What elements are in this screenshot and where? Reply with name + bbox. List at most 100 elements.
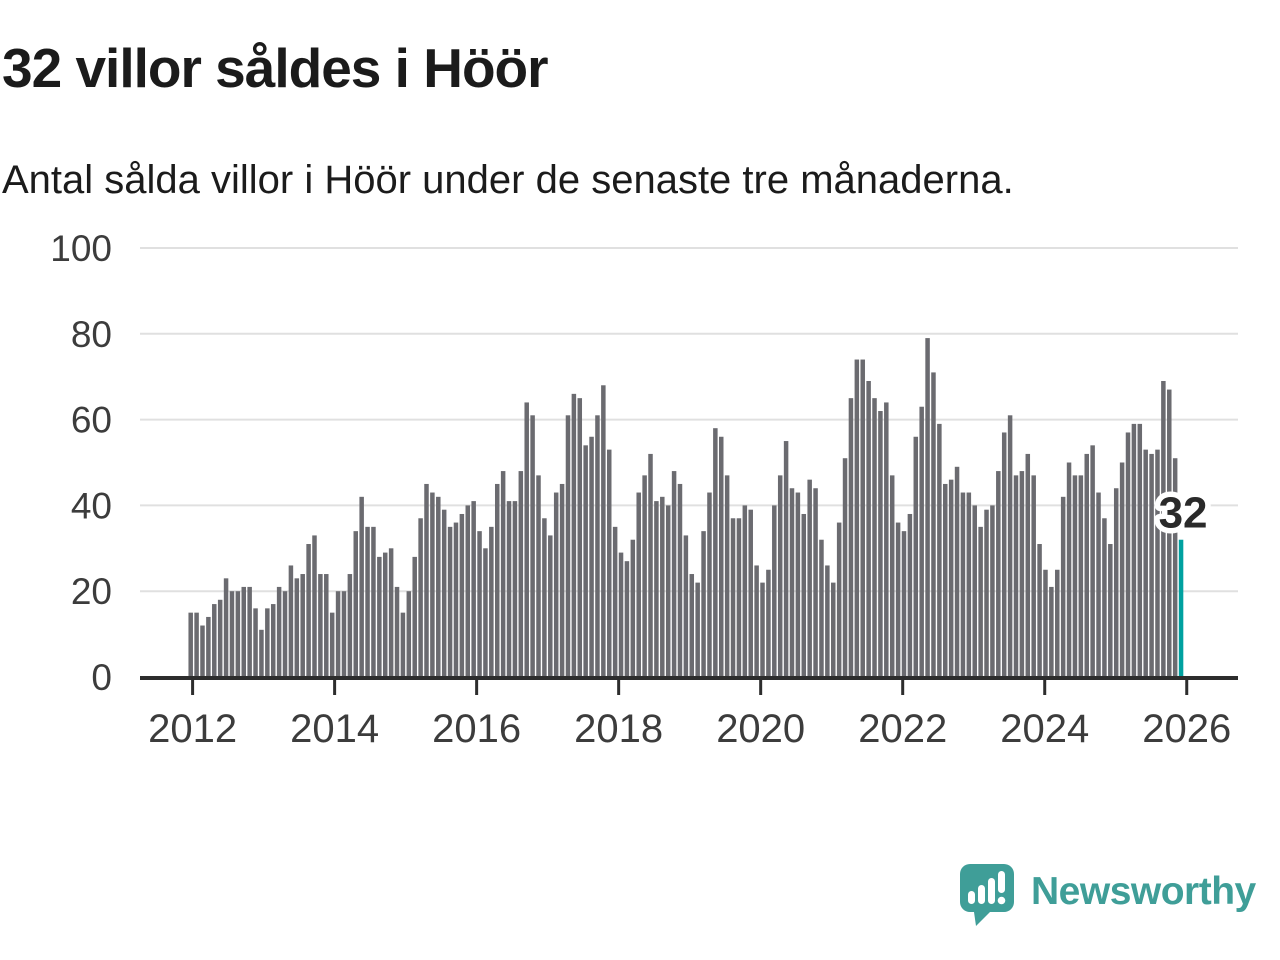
bar [500, 471, 506, 677]
bar [324, 574, 329, 677]
bar [259, 629, 264, 677]
bar [1049, 586, 1054, 677]
bar [1143, 449, 1148, 677]
bar [471, 501, 476, 677]
bar [724, 475, 730, 677]
logo-bar-medium [978, 885, 985, 904]
bar [270, 604, 276, 677]
chart-subtitle: Antal sålda villor i Höör under de senas… [2, 158, 1014, 202]
bar [884, 402, 889, 677]
bar [954, 466, 960, 677]
bar [783, 441, 789, 677]
bar [1155, 449, 1160, 677]
bar [353, 531, 359, 677]
bar [819, 539, 824, 677]
bar [1078, 475, 1084, 677]
chart-title: 32 villor såldes i Höör [2, 37, 549, 99]
bar [860, 359, 865, 677]
x-axis-tick-label: 2016 [432, 707, 521, 751]
logo-bar-large [988, 878, 995, 904]
bar [394, 586, 400, 677]
bar [701, 531, 706, 677]
bar [901, 531, 907, 677]
bar [447, 526, 453, 677]
bar [483, 548, 488, 677]
bar [813, 488, 818, 677]
bar [548, 535, 553, 677]
logo-exclamation-dot [997, 896, 1006, 905]
bar [453, 522, 459, 677]
bar [713, 428, 718, 677]
bar [1172, 458, 1178, 677]
bar [288, 565, 294, 677]
bar [559, 483, 565, 677]
bar [1102, 518, 1107, 677]
bar [624, 561, 630, 677]
bar [1108, 544, 1113, 677]
bar [241, 586, 247, 677]
bar [842, 458, 848, 677]
bar [789, 488, 795, 677]
bar [1131, 423, 1137, 677]
bar [229, 591, 235, 677]
bar [990, 505, 995, 677]
bar [306, 544, 311, 677]
bar [984, 509, 989, 677]
bar [825, 565, 830, 677]
bar [524, 402, 529, 677]
bar [831, 582, 836, 677]
bar [1125, 432, 1131, 677]
bar [677, 483, 683, 677]
bar [1119, 462, 1125, 677]
bar [760, 582, 765, 677]
bar [948, 479, 954, 677]
bar [188, 612, 193, 677]
y-axis-tick-label: 80 [71, 314, 112, 355]
bar [1037, 544, 1042, 677]
bar [300, 574, 305, 677]
bar [654, 501, 659, 677]
bar [807, 479, 812, 677]
newsworthy-logo: Newsworthy [960, 864, 1256, 927]
x-axis-tick-label: 2018 [574, 707, 663, 751]
bar [878, 411, 883, 677]
bar [854, 359, 860, 677]
bar [465, 505, 471, 677]
logo-bar-small [968, 891, 975, 904]
bar [506, 501, 512, 677]
bar [742, 505, 748, 677]
bar [601, 385, 606, 677]
bar [630, 539, 636, 677]
bar [206, 616, 211, 677]
bar [518, 471, 524, 677]
bar [1025, 453, 1031, 677]
bar [754, 565, 759, 677]
bar [689, 574, 695, 677]
x-axis-tick-label: 2020 [716, 707, 805, 751]
bar [1072, 475, 1078, 677]
bar [719, 436, 724, 677]
bar [341, 591, 347, 677]
bar [695, 582, 700, 677]
bar [636, 492, 641, 677]
bar [1060, 496, 1066, 677]
bar [459, 513, 465, 677]
x-axis-tick-label: 2012 [148, 707, 237, 751]
bar [553, 492, 559, 677]
bar [606, 449, 612, 677]
bar [1066, 462, 1072, 677]
bar [282, 591, 288, 677]
bar [329, 612, 335, 677]
bar [1019, 471, 1025, 677]
bar [359, 496, 364, 677]
bar [347, 574, 353, 677]
bar [907, 513, 913, 677]
bar [966, 492, 972, 677]
bar [388, 548, 394, 677]
bar [477, 531, 482, 677]
bar [665, 505, 671, 677]
bar [200, 625, 205, 677]
bar [1090, 445, 1095, 677]
bar [836, 522, 842, 677]
bar [512, 501, 518, 677]
